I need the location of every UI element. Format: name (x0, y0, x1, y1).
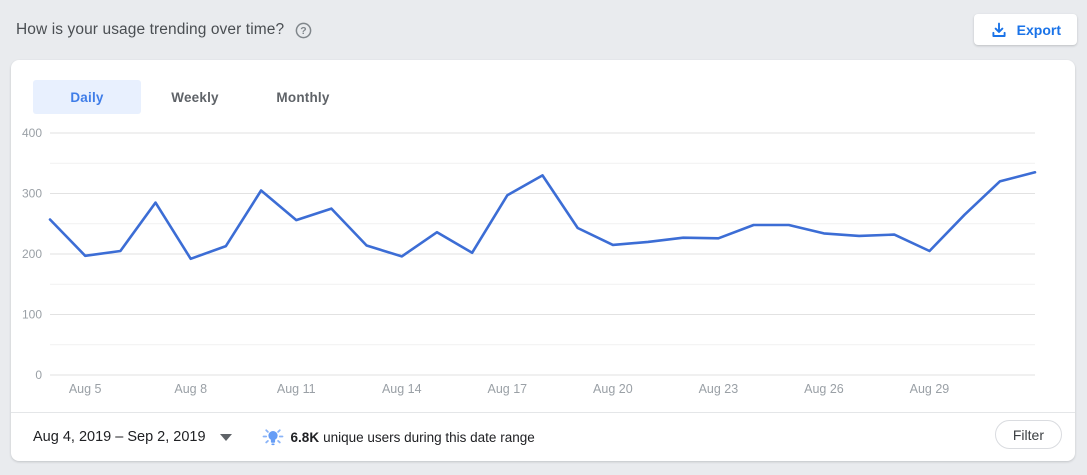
date-range-label: Aug 4, 2019 – Sep 2, 2019 (33, 429, 206, 445)
insight-description: unique users during this date range (323, 429, 535, 445)
y-axis-label: 0 (35, 368, 42, 382)
date-range-selector[interactable]: Aug 4, 2019 – Sep 2, 2019 (33, 429, 232, 445)
tab-daily[interactable]: Daily (33, 80, 141, 114)
usage-line-chart[interactable]: 0 100 200 300 400 Aug 5 Aug 8 Aug 11 Aug 14 Aug 1… (11, 120, 1075, 412)
tab-weekly[interactable]: Weekly (171, 89, 219, 105)
x-axis-label: Aug 17 (488, 382, 528, 396)
y-axis-label: 100 (22, 308, 42, 322)
granularity-tabs: Daily Weekly Monthly (33, 80, 357, 114)
insight-lightbulb-icon (262, 426, 284, 448)
y-axis-label: 300 (22, 187, 42, 201)
x-axis-label: Aug 8 (174, 382, 207, 396)
insight-text: 6.8K unique users during this date range (291, 430, 535, 445)
insight-value: 6.8K (290, 429, 320, 445)
x-axis-label: Aug 5 (69, 382, 102, 396)
x-axis-label: Aug 14 (382, 382, 422, 396)
x-axis-label: Aug 26 (804, 382, 844, 396)
footer-divider (11, 412, 1075, 413)
x-axis-label: Aug 23 (699, 382, 739, 396)
export-button[interactable]: Export (973, 14, 1077, 45)
header: How is your usage trending over time? ? … (0, 0, 1087, 60)
x-axis-label: Aug 29 (910, 382, 950, 396)
y-axis-label: 200 (22, 247, 42, 261)
dropdown-caret-icon (219, 433, 232, 441)
usage-card: Daily Weekly Monthly 0 100 200 300 400 Aug 5 A… (11, 60, 1075, 461)
x-axis-label: Aug 11 (277, 382, 316, 396)
trend-line (48, 170, 1037, 261)
card-footer: Aug 4, 2019 – Sep 2, 2019 6.8K unique use… (11, 413, 1075, 461)
x-axis-label: Aug 20 (593, 382, 633, 396)
title-wrap: How is your usage trending over time? ? (16, 0, 312, 60)
export-label: Export (1016, 21, 1061, 38)
svg-text:?: ? (300, 25, 306, 37)
help-icon[interactable]: ? (295, 22, 312, 39)
tab-monthly[interactable]: Monthly (276, 89, 330, 105)
page-title: How is your usage trending over time? (16, 21, 285, 38)
download-icon (990, 21, 1008, 39)
filter-button[interactable]: Filter (994, 420, 1062, 449)
y-axis-label: 400 (22, 126, 42, 140)
